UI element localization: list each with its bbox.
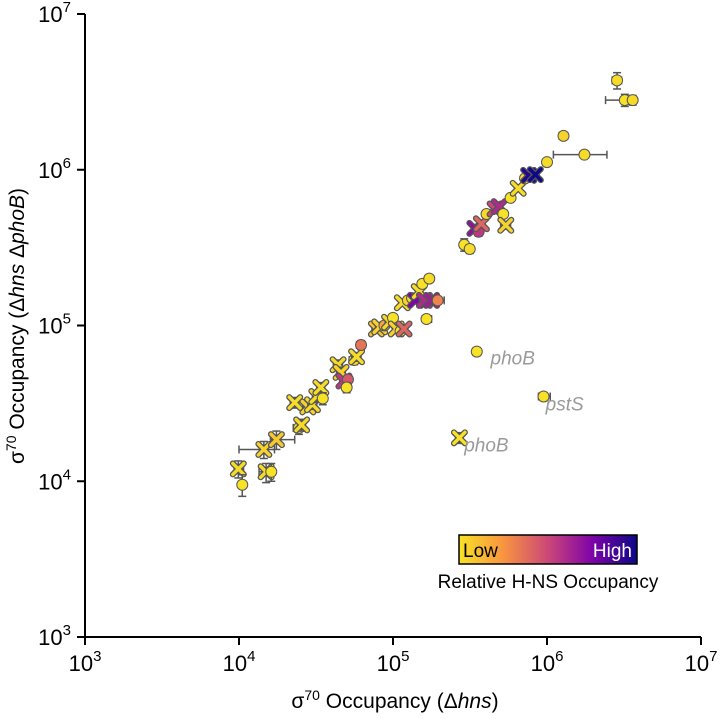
circle-marker	[537, 390, 550, 403]
colorbar-title: Relative H-NS Occupancy	[438, 572, 659, 593]
data-point	[537, 390, 552, 403]
y-tick-label: 106	[38, 155, 71, 183]
x-marker	[474, 216, 489, 231]
data-point	[293, 416, 311, 434]
data-point	[236, 474, 249, 498]
axes: 103 104 105 106 107 103 104 105 106 107	[38, 0, 717, 676]
x-marker	[528, 167, 543, 182]
data-point	[229, 460, 247, 479]
x-marker	[294, 417, 309, 433]
y-tick-label: 104	[38, 466, 71, 494]
x-marker	[231, 461, 246, 477]
y-tick-label: 103	[38, 622, 71, 650]
x-marker	[313, 380, 329, 395]
data-point	[312, 378, 330, 396]
x-tick-label: 105	[377, 648, 410, 676]
x-tick-label: 107	[685, 648, 718, 676]
data-point	[316, 392, 329, 406]
colorbar-legend: Low High Relative H-NS Occupancy	[438, 534, 659, 593]
circle-marker	[557, 129, 570, 142]
data-point	[340, 381, 353, 394]
circle-marker	[236, 478, 249, 491]
circle-marker	[611, 74, 624, 87]
x-tick-label: 104	[223, 648, 256, 676]
data-point	[541, 156, 553, 169]
data-point	[509, 179, 527, 197]
data-point	[420, 313, 433, 326]
x-tick-label: 106	[531, 648, 564, 676]
circle-marker	[420, 313, 433, 326]
circle-marker	[541, 156, 553, 169]
x-marker	[498, 218, 513, 233]
x-marker	[349, 349, 364, 364]
data-point	[526, 166, 544, 184]
circle-marker	[578, 148, 591, 161]
colorbar-low-label: Low	[463, 541, 498, 562]
data-point	[497, 216, 515, 234]
data-point	[267, 430, 296, 451]
x-marker	[269, 432, 284, 447]
circle-marker	[316, 392, 329, 405]
colorbar-high-label: High	[593, 541, 632, 562]
data-point	[348, 348, 366, 366]
circle-marker	[626, 94, 639, 107]
circle-marker	[431, 294, 444, 307]
annotation-label: phoB	[490, 349, 536, 370]
data-point	[557, 129, 570, 142]
y-axis-title: σ70 Occupancy (Δhns ΔphoB)	[3, 188, 29, 464]
circle-marker	[355, 338, 368, 351]
data-point	[355, 338, 368, 351]
y-tick-label: 107	[38, 0, 71, 27]
annotation-label: pstS	[545, 394, 584, 415]
annotations: phoB pstS phoB	[463, 349, 584, 457]
x-marker	[396, 321, 412, 337]
x-tick-label: 103	[69, 648, 102, 676]
data-point	[552, 148, 608, 161]
circle-marker	[463, 242, 476, 255]
x-axis-title: σ70 Occupancy (Δhns)	[291, 687, 498, 713]
data-point	[431, 294, 445, 307]
x-marker	[452, 430, 467, 446]
data-point	[611, 71, 624, 90]
circle-marker	[340, 381, 353, 394]
data-point	[626, 94, 639, 107]
x-marker	[510, 181, 526, 196]
x-marker	[287, 395, 302, 410]
data-point	[286, 394, 304, 412]
data-point	[450, 429, 468, 447]
circle-marker	[423, 272, 436, 285]
data-point	[470, 345, 483, 358]
x-marker	[256, 442, 272, 457]
data-point	[395, 320, 413, 338]
data-point	[238, 440, 276, 460]
data-point	[472, 215, 490, 233]
data-point	[265, 462, 278, 482]
circle-marker	[265, 465, 278, 478]
data-points	[229, 71, 639, 498]
colorbar	[458, 534, 638, 565]
circle-marker	[470, 345, 483, 358]
y-tick-label: 105	[38, 311, 71, 339]
annotation-label: phoB	[463, 436, 509, 457]
data-point	[423, 272, 436, 285]
data-point	[463, 242, 476, 255]
